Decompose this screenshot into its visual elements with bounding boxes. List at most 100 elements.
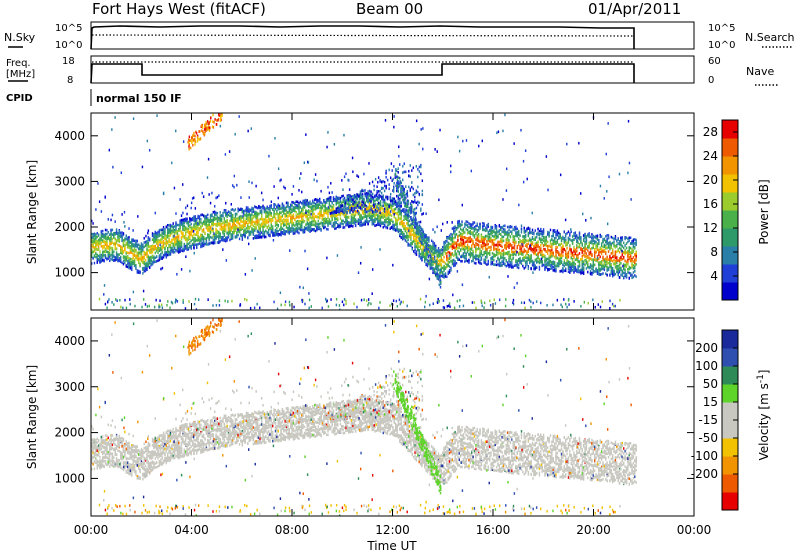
power-cell: [206, 226, 207, 229]
power-cell: [396, 213, 397, 216]
power-cell: [492, 243, 493, 246]
power-cell: [340, 225, 341, 228]
power-cell: [402, 236, 403, 239]
power-cell: [271, 225, 272, 228]
power-cell: [348, 226, 349, 229]
power-cell: [500, 228, 501, 231]
power-cell: [461, 223, 462, 226]
power-cell: [262, 218, 263, 221]
power-cell: [334, 217, 335, 220]
power-cell: [489, 233, 490, 236]
power-cell: [421, 257, 422, 260]
power-cell: [395, 221, 396, 224]
power-cell: [258, 226, 259, 229]
power-cell: [362, 195, 363, 198]
power-cell: [110, 219, 111, 222]
power-cell: [124, 239, 125, 242]
power-cell: [297, 204, 298, 207]
power-cell: [412, 229, 413, 232]
power-cell: [253, 228, 254, 231]
power-cell: [425, 212, 426, 215]
power-cell: [119, 234, 120, 237]
power-cell: [399, 230, 400, 233]
power-cell: [242, 238, 243, 241]
power-cell: [477, 239, 478, 242]
power-cell: [443, 275, 444, 278]
power-cell: [173, 229, 174, 232]
power-cell: [477, 248, 478, 251]
power-cell: [405, 225, 406, 228]
power-cell: [237, 210, 238, 213]
power-cell: [156, 242, 157, 245]
power-cell: [439, 250, 440, 253]
power-cell: [457, 250, 458, 253]
power-cell: [477, 258, 478, 261]
power-cell: [199, 217, 200, 220]
power-cell: [193, 225, 194, 228]
power-cell: [312, 220, 313, 223]
power-cell: [255, 206, 256, 209]
power-cell: [157, 235, 158, 238]
power-cell: [345, 215, 346, 218]
power-cell: [286, 226, 287, 229]
power-cell: [460, 235, 461, 238]
power-cell: [474, 230, 475, 233]
power-cell: [258, 228, 259, 231]
power-cell: [160, 238, 161, 241]
power-cell: [445, 242, 446, 245]
power-cell: [511, 248, 512, 251]
power-cell: [120, 232, 121, 235]
power-cell: [510, 265, 511, 268]
power-cell: [302, 229, 303, 232]
power-cell: [135, 250, 136, 253]
power-cell: [503, 228, 504, 231]
power-cell: [489, 252, 490, 255]
power-cell: [488, 231, 489, 234]
power-cell: [244, 223, 245, 226]
power-cell: [471, 260, 472, 263]
power-cell: [265, 236, 266, 239]
power-cell: [489, 236, 490, 239]
power-cell: [95, 252, 96, 255]
power-cell: [262, 225, 263, 228]
power-cell: [308, 218, 309, 221]
power-cell: [123, 232, 124, 235]
power-cell: [112, 214, 113, 217]
power-cell: [320, 205, 321, 208]
power-cell: [228, 214, 229, 217]
power-cell: [490, 248, 491, 251]
power-cell: [164, 247, 165, 250]
power-cell: [450, 253, 451, 256]
power-cell: [508, 241, 509, 244]
power-cell: [210, 236, 211, 239]
power-cell: [276, 211, 277, 214]
power-cell: [313, 202, 314, 205]
power-cell: [290, 217, 291, 220]
power-cell: [195, 207, 196, 210]
power-cell: [377, 223, 378, 226]
power-cell: [467, 250, 468, 253]
power-cell: [331, 202, 332, 205]
power-cell: [302, 221, 303, 224]
power-cell: [101, 245, 102, 248]
power-cell: [360, 197, 361, 200]
power-cell: [179, 250, 180, 253]
power-cell: [333, 225, 334, 228]
power-cell: [150, 259, 151, 262]
power-cell: [175, 223, 176, 226]
power-cell: [124, 248, 125, 251]
power-cell: [258, 220, 259, 223]
power-cell: [423, 255, 424, 258]
power-cell: [211, 236, 212, 239]
power-cell: [109, 248, 110, 251]
power-cell: [435, 247, 436, 250]
power-cell: [289, 222, 290, 225]
power-cell: [224, 220, 225, 223]
power-cell: [500, 262, 501, 265]
power-cell: [261, 231, 262, 234]
power-cell: [278, 219, 279, 222]
power-cell: [392, 224, 393, 227]
power-cell: [195, 233, 196, 236]
power-cell: [410, 231, 411, 234]
power-cell: [511, 266, 512, 269]
